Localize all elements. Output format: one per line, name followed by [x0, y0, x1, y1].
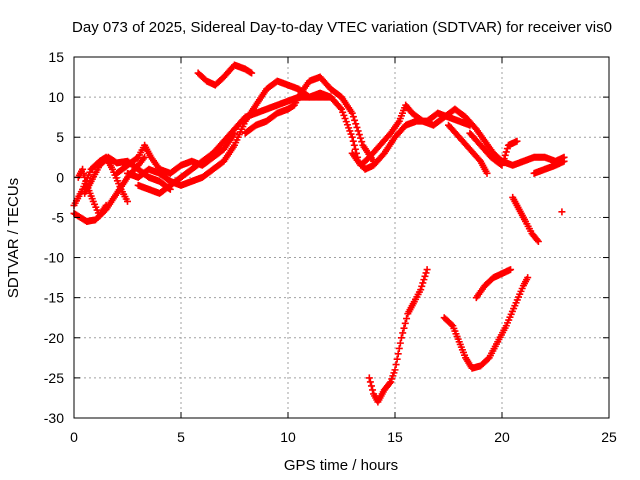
data-series: [558, 208, 566, 216]
data-point: [395, 344, 403, 352]
y-axis-label: SDTVAR / TECUs: [5, 178, 22, 298]
y-tick-label: -20: [44, 330, 64, 346]
data-point: [502, 148, 510, 156]
y-tick-label: -10: [44, 250, 64, 266]
data-series: [194, 61, 256, 89]
data-point: [421, 272, 429, 280]
y-tick-label: 15: [48, 49, 64, 65]
data-point: [503, 145, 511, 153]
plot-frame: [73, 56, 610, 419]
x-tick-label: 20: [494, 429, 510, 445]
data-point: [403, 315, 411, 323]
data-point: [524, 274, 532, 282]
data-point: [351, 145, 359, 153]
data-point: [365, 374, 373, 382]
data-point: [533, 236, 541, 244]
data-point: [399, 329, 407, 337]
data-point: [393, 355, 401, 363]
data-point: [349, 137, 357, 145]
data-point: [124, 197, 131, 205]
data-point: [358, 138, 366, 146]
data-point: [400, 324, 408, 332]
x-tick-label: 0: [70, 429, 78, 445]
data-series: [113, 129, 238, 177]
data-series: [440, 274, 532, 372]
y-tick-label: -15: [44, 290, 64, 306]
data-point: [353, 123, 361, 131]
y-tick-label: -30: [44, 410, 64, 426]
y-tick-label: -25: [44, 370, 64, 386]
data-point: [397, 334, 405, 342]
data-series: [445, 121, 491, 177]
y-tick-label: 10: [48, 89, 64, 105]
data-point: [507, 266, 515, 274]
data-point: [350, 141, 358, 149]
data-point: [498, 161, 506, 169]
data-point: [558, 208, 566, 216]
data-point: [354, 127, 362, 135]
data-point: [418, 282, 426, 290]
data-point: [417, 286, 425, 294]
y-tick-label: 0: [56, 169, 64, 185]
data-point: [367, 382, 375, 390]
data-point: [370, 157, 378, 165]
data-point: [500, 155, 508, 163]
data-series: [348, 101, 568, 169]
data-layer: [70, 61, 568, 406]
data-series: [509, 193, 542, 246]
data-point: [396, 339, 404, 347]
data-series: [530, 157, 568, 177]
data-point: [483, 169, 491, 177]
x-tick-label: 10: [280, 429, 296, 445]
chart-title: Day 073 of 2025, Sidereal Day-to-day VTE…: [72, 19, 612, 36]
data-point: [422, 269, 430, 277]
y-tick-label: -5: [52, 209, 65, 225]
axis-ticks: [73, 56, 610, 419]
data-series: [365, 266, 431, 406]
data-point: [513, 137, 521, 145]
data-point: [141, 153, 149, 161]
data-series: [472, 266, 515, 302]
data-point: [391, 366, 399, 374]
data-point: [352, 120, 360, 128]
data-point: [420, 276, 428, 284]
x-axis-label: GPS time / hours: [284, 457, 398, 474]
tick-labels: 0 5 10 15 20 25 -30 -25 -20 -15 -10 -5 0 5 10 15: [44, 49, 617, 445]
data-point: [80, 169, 88, 177]
data-point: [501, 151, 509, 159]
data-point: [81, 173, 89, 181]
data-point: [355, 131, 363, 139]
data-point: [336, 104, 344, 112]
data-point: [357, 134, 365, 142]
x-tick-label: 5: [177, 429, 185, 445]
data-point: [423, 266, 431, 274]
data-point: [499, 158, 507, 166]
data-point: [534, 238, 542, 246]
data-point: [386, 379, 394, 387]
data-point: [394, 350, 402, 358]
data-point: [79, 165, 87, 173]
data-point: [401, 319, 409, 327]
y-tick-label: 5: [56, 129, 64, 145]
data-point: [102, 201, 110, 209]
data-point: [348, 133, 356, 141]
x-tick-label: 15: [387, 429, 403, 445]
data-point: [351, 116, 359, 124]
data-point: [369, 386, 377, 394]
data-point: [349, 113, 357, 121]
data-point: [419, 279, 427, 287]
data-point: [366, 378, 374, 386]
x-tick-label: 25: [601, 429, 617, 445]
data-series: [466, 129, 521, 169]
data-point: [392, 361, 400, 369]
data-point: [248, 69, 256, 77]
data-point: [560, 157, 568, 165]
data-point: [448, 321, 456, 329]
data-point: [348, 109, 356, 117]
